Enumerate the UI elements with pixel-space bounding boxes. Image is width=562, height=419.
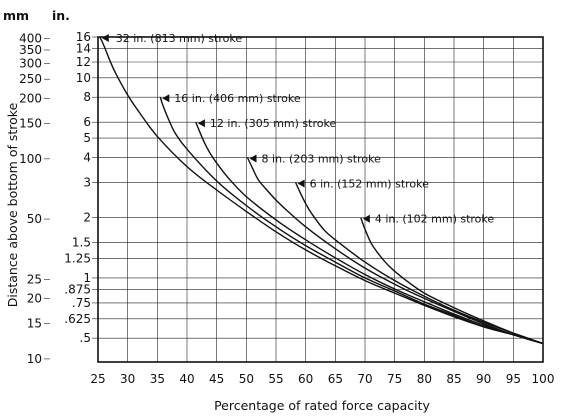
- in-tick-label: .75: [72, 296, 91, 310]
- mm-tick-label: 300: [19, 56, 42, 70]
- in-tick-label: .5: [80, 331, 91, 345]
- mm-tick-label: 15: [27, 317, 42, 331]
- tick-labels: 25 30 35 40 45 50 55 60 65 70 75 80 85 90 95 1001614121…: [19, 30, 554, 386]
- x-tick-label: 45: [209, 372, 224, 386]
- stroke-label: 32 in. (813 mm) stroke: [116, 32, 243, 45]
- x-axis-label: Percentage of rated force capacity: [214, 398, 430, 413]
- x-tick-label: 55: [268, 372, 283, 386]
- stroke-label: 16 in. (406 mm) stroke: [174, 92, 301, 105]
- mm-tick-label: 20: [27, 292, 42, 306]
- in-tick-label: 10: [76, 71, 91, 85]
- mm-tick-label: 25: [27, 272, 42, 286]
- y-unit-in: in.: [52, 8, 70, 23]
- x-tick-label: 90: [476, 372, 491, 386]
- x-tick-label: 65: [328, 372, 343, 386]
- mm-tick-label: 150: [19, 117, 42, 131]
- mm-tick-label: 400: [19, 31, 42, 45]
- stroke-label: 6 in. (152 mm) stroke: [310, 177, 430, 190]
- label-arrow: [197, 119, 205, 128]
- in-tick-label: 1.5: [72, 236, 91, 250]
- x-tick-label: 75: [387, 372, 402, 386]
- x-tick-label: 60: [298, 372, 313, 386]
- grid: [44, 36, 544, 363]
- x-tick-label: 25: [90, 372, 105, 386]
- x-tick-label: 35: [150, 372, 165, 386]
- mm-tick-label: 100: [19, 152, 42, 166]
- mm-tick-label: 250: [19, 72, 42, 86]
- curve-labels: 32 in. (813 mm) stroke 16 in. (406 mm) st…: [101, 32, 495, 226]
- in-tick-label: 1.25: [64, 252, 91, 266]
- x-tick-label: 80: [417, 372, 432, 386]
- in-tick-label: 8: [83, 90, 91, 104]
- x-tick-label: 85: [446, 372, 461, 386]
- x-tick-label: 40: [179, 372, 194, 386]
- label-arrow: [297, 179, 305, 188]
- curves: [99, 36, 544, 345]
- x-tick-label: 50: [239, 372, 254, 386]
- x-tick-label: 100: [532, 372, 555, 386]
- in-tick-label: 1: [83, 271, 91, 285]
- in-tick-label: .875: [64, 283, 91, 297]
- y-axis-label: Distance above bottom of stroke: [5, 102, 20, 307]
- stroke-curve: [99, 36, 544, 345]
- plot-frame: [97, 36, 544, 363]
- x-tick-label: 95: [506, 372, 521, 386]
- in-tick-label: 5: [83, 131, 91, 145]
- in-tick-label: 4: [83, 150, 91, 164]
- label-arrow: [249, 154, 257, 163]
- in-tick-label: 12: [76, 55, 91, 69]
- in-tick-label: 2: [83, 211, 91, 225]
- in-tick-label: 6: [83, 115, 91, 129]
- in-tick-label: 16: [76, 30, 91, 44]
- stroke-label: 12 in. (305 mm) stroke: [210, 117, 337, 130]
- y-unit-mm: mm: [3, 8, 29, 23]
- x-tick-label: 30: [120, 372, 135, 386]
- stroke-curve: [246, 157, 544, 345]
- mm-tick-label: 50: [27, 212, 42, 226]
- stroke-label: 4 in. (102 mm) stroke: [375, 213, 495, 226]
- stroke-label: 8 in. (203 mm) stroke: [262, 152, 382, 165]
- mm-tick-label: 10: [27, 352, 42, 366]
- label-arrow: [362, 214, 370, 223]
- stroke-curve: [159, 96, 544, 345]
- stroke-curve: [294, 182, 544, 345]
- stroke-curve: [195, 121, 544, 345]
- in-tick-label: .625: [64, 312, 91, 326]
- label-arrow: [162, 94, 170, 103]
- in-tick-label: 14: [76, 42, 91, 56]
- stroke-curve: [360, 217, 544, 345]
- mm-tick-label: 350: [19, 43, 42, 57]
- mm-tick-label: 200: [19, 92, 42, 106]
- in-tick-label: 3: [83, 175, 91, 189]
- x-tick-label: 70: [357, 372, 372, 386]
- label-arrow: [101, 34, 109, 42]
